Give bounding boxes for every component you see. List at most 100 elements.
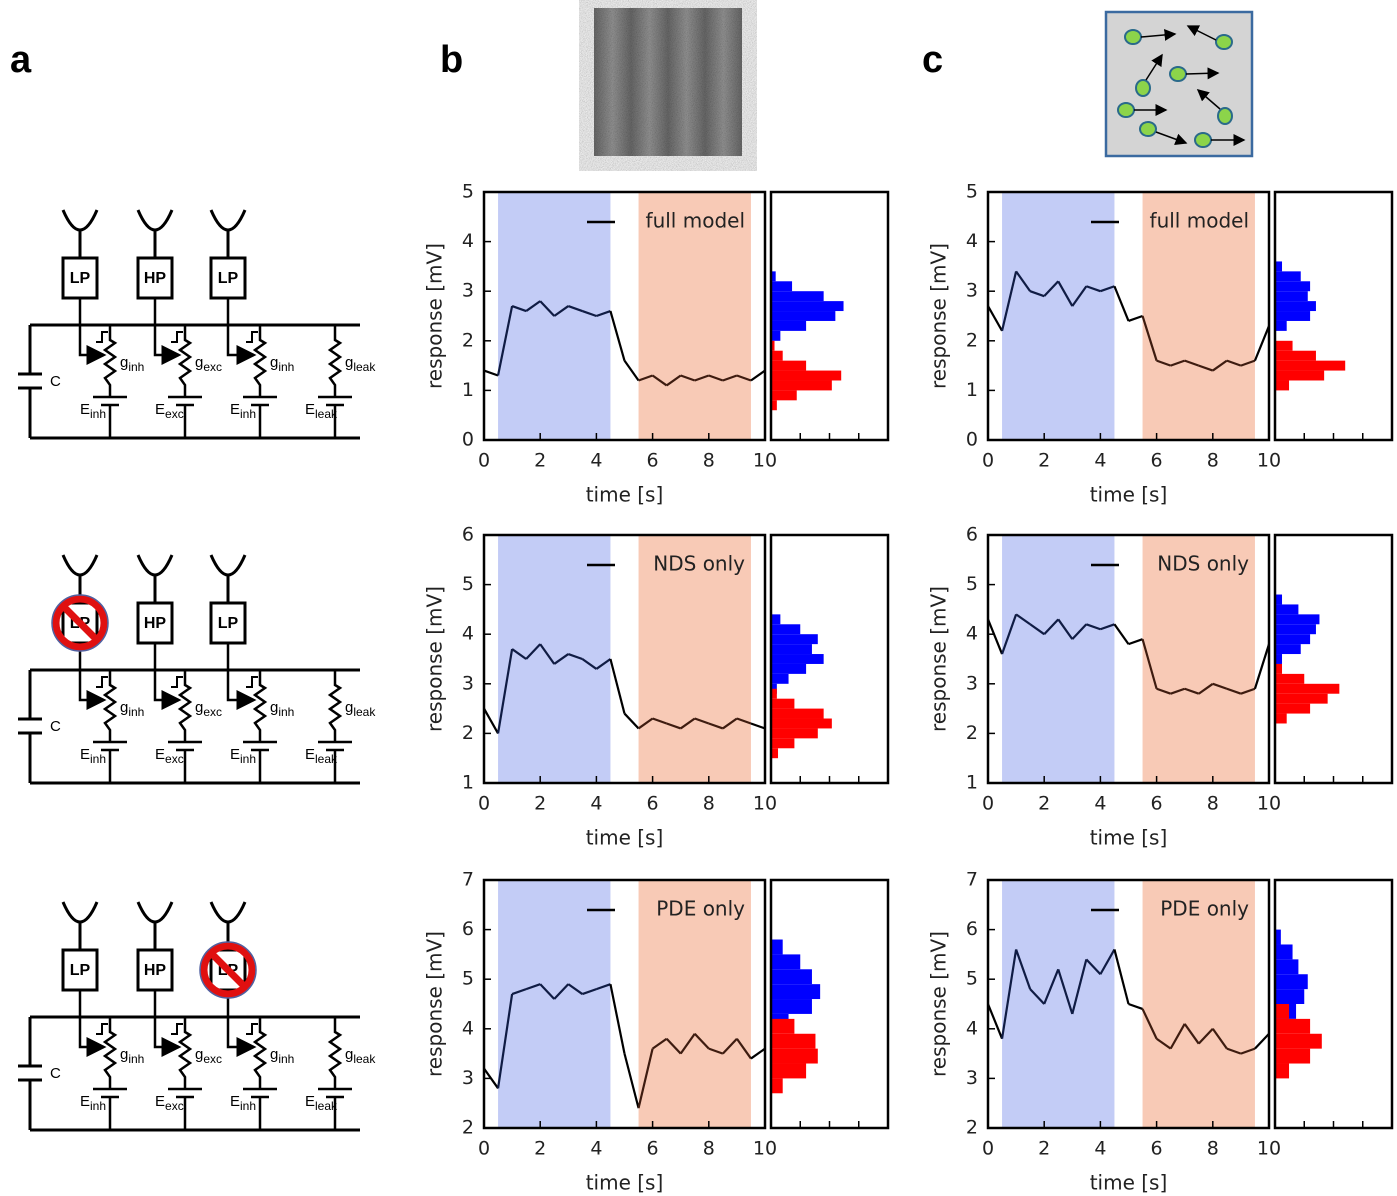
subscript: inh: [278, 1052, 294, 1066]
y-tick-label: 2: [966, 329, 978, 351]
histogram-bar: [771, 644, 812, 654]
gate: [246, 332, 258, 342]
x-tick-label: 0: [982, 1138, 994, 1160]
y-tick-label: 4: [966, 623, 978, 645]
symbol: E: [80, 401, 90, 418]
histogram-bar: [771, 709, 824, 719]
shaded-span: [498, 880, 610, 1128]
histogram-bar: [771, 301, 844, 311]
y-tick-label: 6: [966, 918, 978, 940]
histogram-bar: [1275, 380, 1289, 390]
symbol: g: [120, 354, 128, 371]
y-axis-label: response [mV]: [927, 243, 951, 389]
y-tick-label: 5: [966, 573, 978, 595]
histogram-bar: [1275, 974, 1308, 989]
filter-label: LP: [218, 270, 239, 287]
photoreceptor: [138, 902, 172, 950]
x-tick-label: 6: [647, 793, 659, 815]
trace-segment: [625, 1054, 639, 1109]
panel-label: c: [922, 39, 943, 81]
x-tick-label: 6: [1151, 793, 1163, 815]
subscript: exc: [203, 705, 222, 719]
x-tick-label: 2: [534, 450, 546, 472]
subscript: inh: [90, 752, 106, 766]
symbol: E: [230, 746, 240, 763]
x-tick-label: 0: [478, 793, 490, 815]
histogram-bar: [771, 624, 800, 634]
symbol: E: [305, 1093, 315, 1110]
histogram-bar: [771, 999, 812, 1014]
x-tick-label: 4: [1094, 793, 1106, 815]
histogram-bar: [1275, 1004, 1289, 1019]
circuit-label: gleak: [345, 354, 376, 374]
y-tick-label: 3: [966, 672, 978, 694]
x-tick-label: 6: [1151, 450, 1163, 472]
photoreceptor: [63, 210, 97, 258]
trace-segment: [610, 659, 624, 714]
histogram-bar: [1275, 351, 1316, 361]
histogram-bar: [771, 699, 794, 709]
y-tick-label: 0: [462, 429, 474, 451]
symbol: g: [345, 1046, 353, 1063]
histogram-bar: [1275, 1049, 1310, 1064]
x-tick-label: 10: [753, 450, 777, 472]
y-tick-label: 5: [462, 573, 474, 595]
x-tick-label: 6: [647, 1138, 659, 1160]
histogram-bar: [771, 361, 806, 371]
trace-segment: [751, 1049, 765, 1059]
symbol: E: [230, 1093, 240, 1110]
histogram-bar: [771, 940, 783, 955]
histogram-frame: [1275, 535, 1392, 783]
histogram-bar: [771, 728, 818, 738]
dots-stimulus: [1106, 12, 1252, 156]
filter-label: LP: [218, 615, 239, 632]
x-tick-label: 10: [1257, 450, 1281, 472]
y-tick-label: 4: [462, 1017, 474, 1039]
x-tick-label: 6: [647, 450, 659, 472]
x-axis-label: time [s]: [586, 483, 664, 507]
y-tick-label: 2: [462, 1117, 474, 1139]
x-tick-label: 0: [478, 450, 490, 472]
histogram-bar: [1275, 624, 1316, 634]
histogram-bar: [1275, 371, 1324, 381]
subscript: inh: [128, 705, 144, 719]
legend-label: full model: [1150, 209, 1249, 233]
circuit-label: ginh: [120, 354, 144, 374]
y-axis-label: response [mV]: [423, 243, 447, 389]
histogram-bar: [1275, 644, 1301, 654]
x-tick-label: 10: [753, 1138, 777, 1160]
y-tick-label: 2: [966, 722, 978, 744]
x-tick-label: 2: [1038, 450, 1050, 472]
x-axis-label: time [s]: [1090, 826, 1168, 850]
gate: [171, 677, 183, 687]
histogram-bar: [1275, 1034, 1322, 1049]
x-tick-label: 10: [1257, 793, 1281, 815]
histogram-bar: [1275, 944, 1293, 959]
histogram-bar: [1275, 604, 1298, 614]
y-tick-label: 6: [966, 524, 978, 546]
histogram-bar: [771, 1049, 818, 1064]
subscript: exc: [165, 407, 184, 421]
gate: [171, 1024, 183, 1034]
histogram-bar: [771, 738, 794, 748]
subscript: inh: [278, 705, 294, 719]
x-tick-label: 8: [1207, 1138, 1219, 1160]
capacitor-label: C: [50, 1065, 61, 1082]
figure: a b c LPHPLPginhEinhgexcEexcginhEinhglea…: [0, 0, 1397, 1196]
circuit-label: ginh: [120, 699, 144, 719]
x-tick-label: 8: [703, 1138, 715, 1160]
histogram-bar: [771, 1078, 783, 1093]
histogram-bar: [771, 984, 820, 999]
y-tick-label: 3: [966, 1067, 978, 1089]
trace-segment: [625, 714, 639, 729]
histogram-bar: [1275, 361, 1345, 371]
y-tick-label: 2: [462, 722, 474, 744]
histogram-bar: [1275, 301, 1316, 311]
y-tick-label: 4: [462, 230, 474, 252]
capacitor-label: C: [50, 718, 61, 735]
histogram-bar: [771, 390, 797, 400]
symbol: g: [120, 1046, 128, 1063]
histogram-bar: [1275, 341, 1293, 351]
shaded-span: [1002, 880, 1114, 1128]
histogram-bar: [1275, 694, 1328, 704]
